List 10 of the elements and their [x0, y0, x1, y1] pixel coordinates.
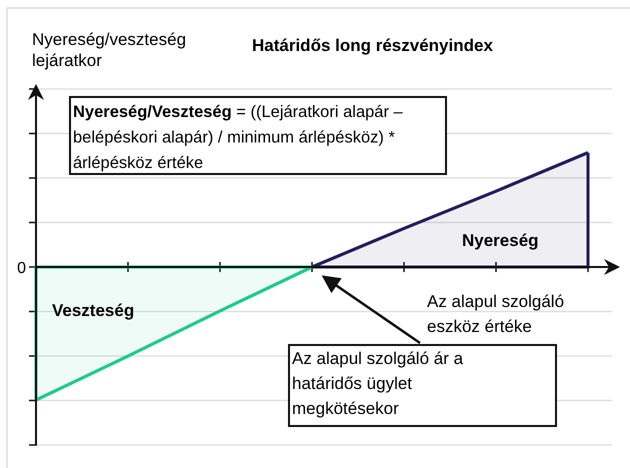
- annotation: Veszteség: [52, 301, 134, 320]
- formula-box: Nyereség/Veszteség = ((Lejáratkori alapár – belépéskori alapár) / minimum árlépésköz) * árlépésköz értéke: [69, 96, 447, 175]
- annotation: Nyereség: [462, 231, 539, 250]
- callout-box: Az alapul szolgáló ár a határidős ügylet megkötésekor: [288, 344, 557, 427]
- chart-title: Határidős long részvényindex: [252, 36, 494, 55]
- text: 0: [17, 260, 26, 277]
- y-axis-title: Nyereség/veszteség lejáratkor: [32, 30, 186, 70]
- annotation: Nyereség/Veszteség = ((Lejáratkori alapár – belépéskori alapár) / minimum árlépésköz) * árlépésköz értéke: [73, 103, 404, 172]
- x-axis-title: Az alapul szolgáló eszköz értéke: [427, 292, 564, 336]
- annotation: Az alapul szolgáló ár a határidős ügylet megkötésekor: [292, 349, 464, 418]
